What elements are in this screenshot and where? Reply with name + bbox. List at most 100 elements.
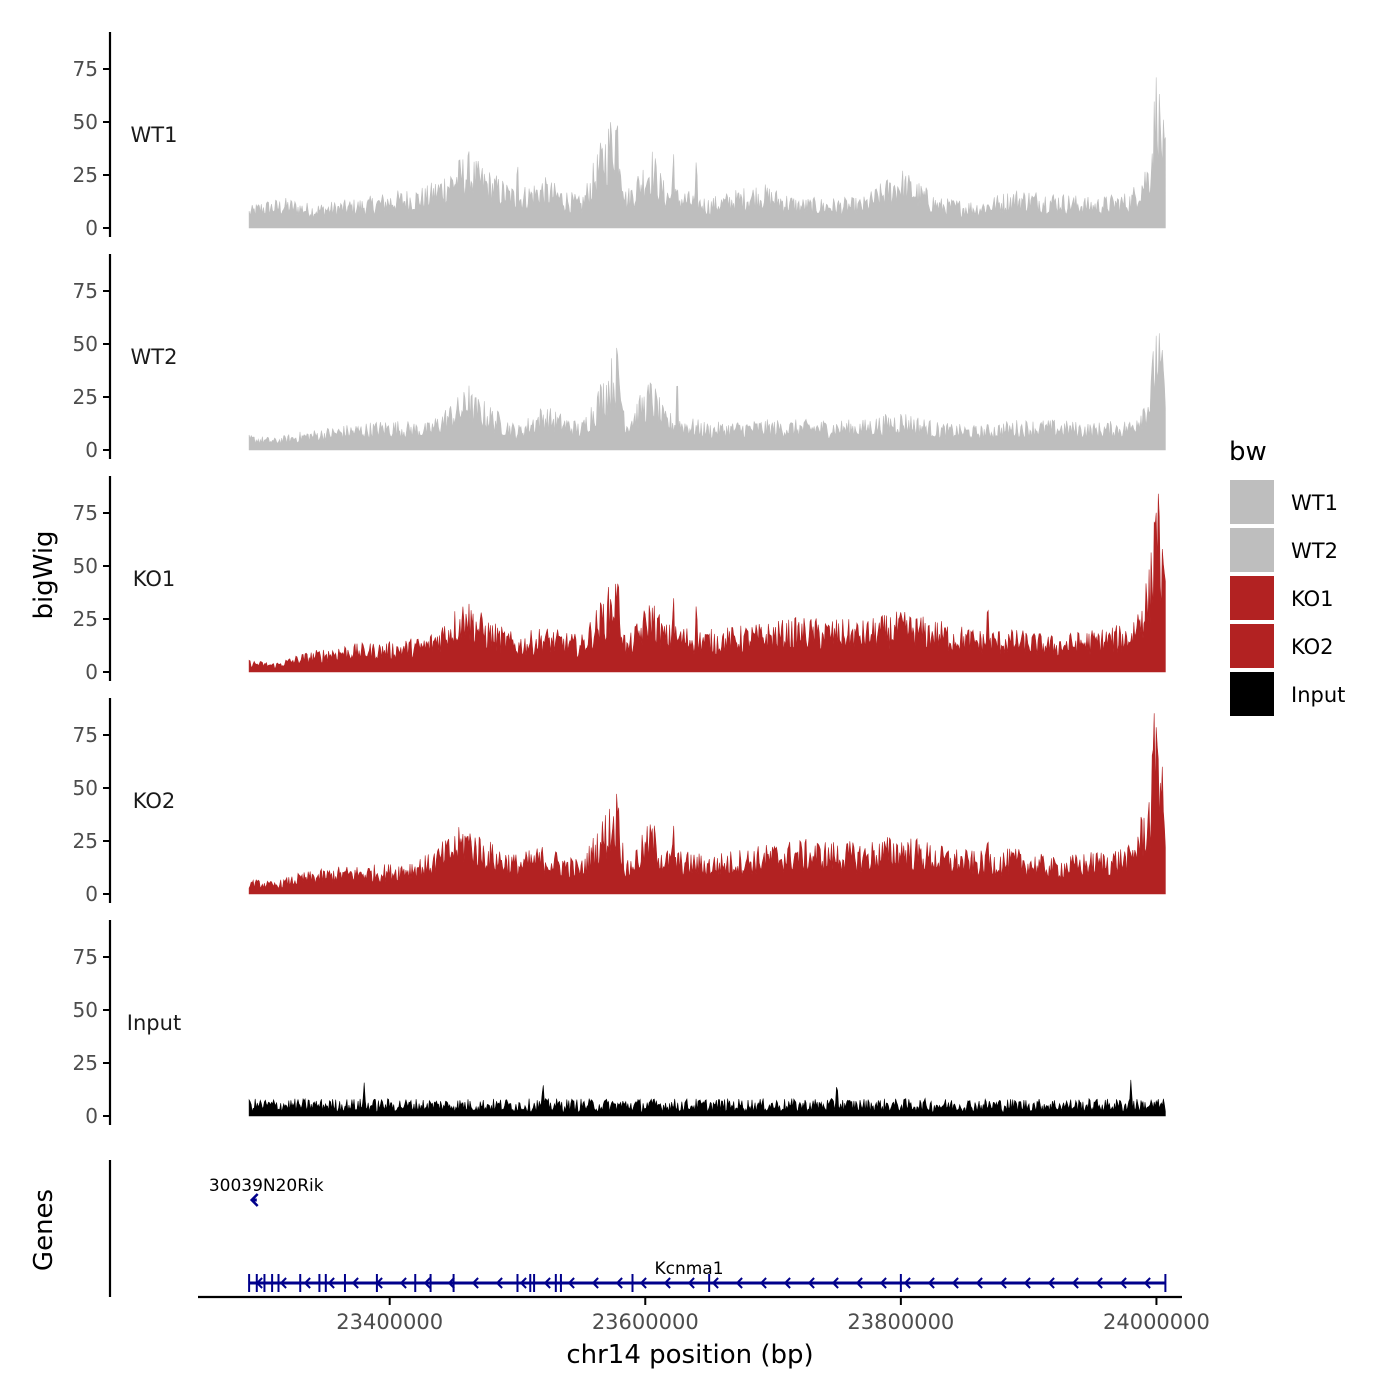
strand-arrow [249,1193,259,1207]
strand-arrow [879,1277,887,1289]
legend-label: KO2 [1291,635,1334,659]
track-label: WT2 [131,345,178,369]
y-tick-label: 0 [85,660,98,684]
y-tick-label: 50 [73,776,98,800]
strand-arrow [927,1277,935,1289]
legend: bw WT1 WT2 KO1 KO2 Input [1229,437,1345,716]
strand-arrow [735,1277,743,1289]
track-panels: 0 25 50 75 WT1 0 25 50 75 WT2 0 25 50 75 KO1 0 25 50 75 KO2… [73,32,1166,1128]
strand-arrow [663,1277,671,1289]
x-tick-label: 23800000 [847,1310,954,1334]
signal-area-input [248,1079,1166,1117]
y-tick-label: 0 [85,1104,98,1128]
strand-arrow [903,1277,911,1289]
track-panel-wt2: 0 25 50 75 WT2 [73,254,1166,462]
legend-label: WT2 [1291,539,1338,563]
genes-panel: 30039N20Rik Kcnma1 [108,1160,1167,1297]
y-tick-label: 0 [85,216,98,240]
signal-area-ko1 [248,493,1166,673]
legend-swatch [1230,624,1274,668]
strand-arrow [615,1277,623,1289]
genes-axis-title: Genes [29,1189,59,1271]
y-tick-label: 50 [73,110,98,134]
legend-swatch [1230,528,1274,572]
strand-arrow [951,1277,959,1289]
strand-arrow [807,1277,815,1289]
track-panel-ko2: 0 25 50 75 KO2 [73,698,1166,906]
strand-arrow [423,1277,431,1289]
strand-arrow [519,1277,527,1289]
signal-area-ko2 [248,713,1166,895]
strand-arrow [1119,1277,1127,1289]
track-label: Input [127,1011,181,1035]
strand-arrow [471,1277,479,1289]
strand-arrow [639,1277,647,1289]
gene-label: 30039N20Rik [209,1176,324,1196]
strand-arrow [855,1277,863,1289]
y-tick-label: 0 [85,882,98,906]
y-tick-label: 25 [73,1051,98,1075]
strand-arrow [759,1277,767,1289]
legend-item-ko2: KO2 [1230,624,1334,668]
strand-arrow [975,1277,983,1289]
track-label: KO2 [133,789,176,813]
strand-arrow [1023,1277,1031,1289]
strand-arrow [1095,1277,1103,1289]
strand-arrow [351,1277,359,1289]
gene-label: Kcnma1 [654,1259,723,1279]
strand-arrow [999,1277,1007,1289]
y-tick-label: 75 [73,501,98,525]
strand-arrow [399,1277,407,1289]
strand-arrow [303,1277,311,1289]
strand-arrow [831,1277,839,1289]
y-tick-label: 50 [73,998,98,1022]
legend-item-input: Input [1230,672,1345,716]
x-tick-label: 23400000 [336,1310,443,1334]
legend-item-ko1: KO1 [1230,576,1334,620]
y-tick-label: 0 [85,438,98,462]
signal-area-wt1 [248,77,1166,229]
x-tick-label: 24000000 [1103,1310,1210,1334]
y-tick-label: 75 [73,57,98,81]
track-panel-input: 0 25 50 75 Input [73,920,1166,1128]
strand-arrow [447,1277,455,1289]
legend-item-wt1: WT1 [1230,480,1338,524]
x-axis-title: chr14 position (bp) [566,1340,813,1370]
strand-arrow [687,1277,695,1289]
legend-label: KO1 [1291,587,1334,611]
y-tick-label: 25 [73,385,98,409]
signal-area-wt2 [248,333,1166,451]
strand-arrow [279,1277,287,1289]
track-panel-ko1: 0 25 50 75 KO1 [73,476,1166,684]
track-label: KO1 [133,567,176,591]
legend-swatch [1230,576,1274,620]
legend-swatch [1230,672,1274,716]
y-tick-label: 50 [73,332,98,356]
strand-arrow [1071,1277,1079,1289]
legend-title: bw [1229,437,1267,467]
strand-arrow [375,1277,383,1289]
y-tick-label: 25 [73,163,98,187]
strand-arrow [711,1277,719,1289]
y-axis-title: bigWig [29,530,59,619]
y-tick-label: 25 [73,607,98,631]
strand-arrow [327,1277,335,1289]
legend-label: WT1 [1291,491,1338,515]
strand-arrow [495,1277,503,1289]
strand-arrow [783,1277,791,1289]
strand-arrow [255,1277,263,1289]
x-tick-label: 23600000 [592,1310,699,1334]
strand-arrow [591,1277,599,1289]
gene-a830039n20rik: 30039N20Rik [209,1176,324,1207]
gene-kcnma1: Kcnma1 [248,1259,1167,1292]
y-tick-label: 75 [73,279,98,303]
strand-arrow [1143,1277,1151,1289]
legend-item-wt2: WT2 [1230,528,1338,572]
y-tick-label: 50 [73,554,98,578]
track-label: WT1 [131,123,178,147]
strand-arrow [543,1277,551,1289]
y-tick-label: 75 [73,723,98,747]
legend-label: Input [1291,683,1345,707]
y-tick-label: 25 [73,829,98,853]
